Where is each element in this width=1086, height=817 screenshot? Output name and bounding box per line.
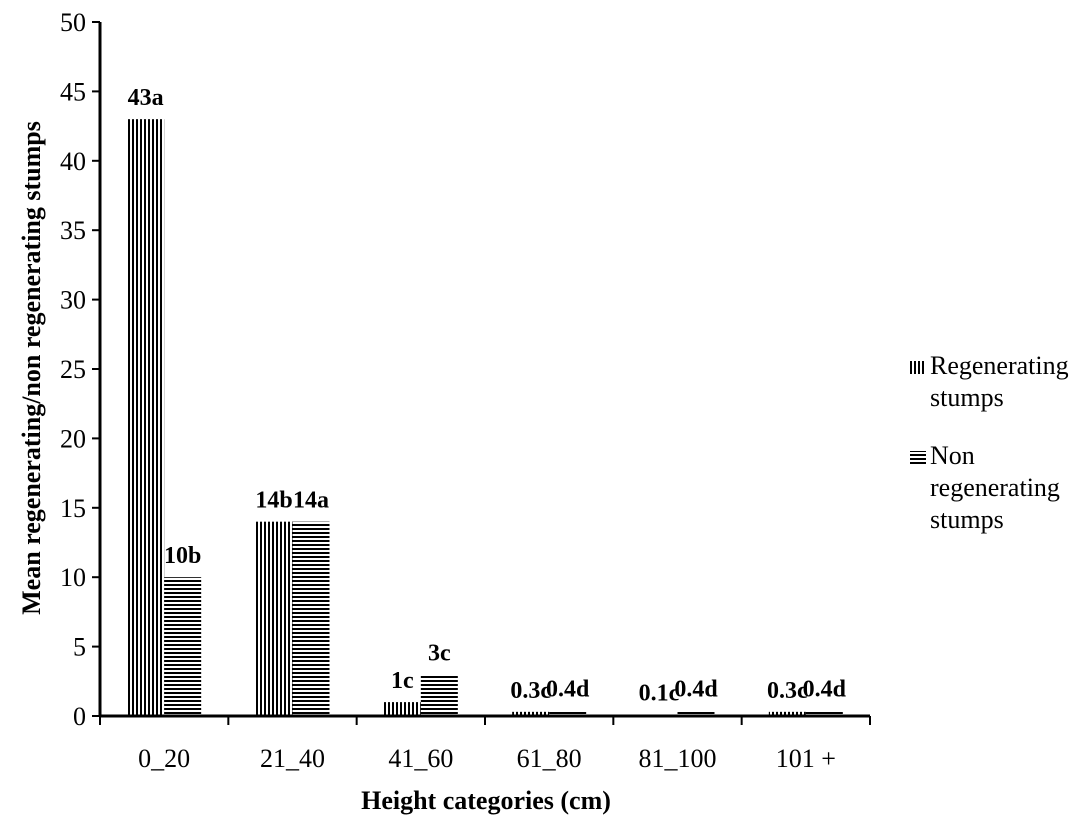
- data-label: 3c: [428, 640, 451, 666]
- y-tick-label: 5: [73, 633, 86, 662]
- y-tick-label: 25: [60, 355, 86, 384]
- data-label: 0.3c: [510, 678, 551, 704]
- legend-swatch-vertical-lines: [910, 361, 926, 374]
- bar-non-regenerating: [292, 521, 330, 716]
- x-tick-label: 61_80: [517, 744, 582, 773]
- x-tick-label: 0_20: [138, 744, 190, 773]
- y-tick-label: 50: [60, 8, 86, 37]
- y-tick-label: 10: [60, 563, 86, 592]
- data-label: 1c: [391, 668, 414, 694]
- x-tick-label: 101 +: [776, 744, 836, 773]
- legend-swatch-horizontal-lines: [910, 451, 926, 464]
- x-tick-label: 81_100: [639, 744, 717, 773]
- legend-label-line: stumps: [930, 383, 1004, 412]
- data-label: 10b: [164, 543, 201, 569]
- bars: [127, 119, 843, 716]
- bar-non-regenerating: [677, 710, 715, 716]
- y-tick-label: 15: [60, 494, 86, 523]
- data-label: 14a: [293, 488, 329, 514]
- data-label: 0.4d: [803, 676, 847, 702]
- bar-regenerating: [768, 711, 806, 716]
- y-tick-label: 20: [60, 424, 86, 453]
- bar-non-regenerating: [549, 710, 587, 716]
- legend-label-line: Regenerating: [930, 351, 1069, 380]
- data-label: 0.1c: [639, 681, 680, 707]
- y-tick-label: 40: [60, 147, 86, 176]
- data-label: 43a: [128, 85, 164, 111]
- y-axis-ticks: 0 5 10 15 20 25 30 35 40 45 50: [60, 8, 100, 731]
- legend: Regenerating stumps Non regenerating stu…: [908, 350, 1086, 562]
- y-tick-label: 30: [60, 286, 86, 315]
- legend-item-regenerating: Regenerating stumps: [908, 350, 1086, 414]
- x-tick-label: 21_40: [260, 744, 325, 773]
- data-labels: 43a 14b 1c 0.3c 0.1c 0.3c 10b 14a 3c 0.4d 0.4d 0.4d: [128, 85, 847, 706]
- bar-non-regenerating: [420, 674, 458, 716]
- data-label: 0.4d: [546, 676, 590, 702]
- legend-label-line: regenerating: [930, 473, 1060, 502]
- y-tick-label: 45: [60, 77, 86, 106]
- bar-regenerating: [127, 119, 165, 716]
- legend-label-line: stumps: [930, 505, 1004, 534]
- y-tick-label: 0: [73, 702, 86, 731]
- legend-label-line: Non: [930, 441, 975, 470]
- bar-regenerating: [383, 702, 421, 716]
- data-label: 0.3c: [767, 678, 808, 704]
- y-axis-title: Mean regenerating/non regenerating stump…: [17, 121, 46, 615]
- bar-regenerating: [255, 521, 293, 716]
- bar-regenerating: [512, 711, 550, 716]
- x-tick-label: 41_60: [388, 744, 453, 773]
- bar-non-regenerating: [164, 577, 202, 716]
- data-label: 0.4d: [674, 676, 718, 702]
- y-tick-label: 35: [60, 216, 86, 245]
- x-axis-ticks: 0_20 21_40 41_60 61_80 81_100 101 +: [99, 716, 871, 773]
- x-axis-title: Height categories (cm): [361, 786, 611, 815]
- bar-non-regenerating: [805, 710, 843, 716]
- legend-item-non-regenerating: Non regenerating stumps: [908, 440, 1086, 536]
- data-label: 14b: [255, 488, 292, 514]
